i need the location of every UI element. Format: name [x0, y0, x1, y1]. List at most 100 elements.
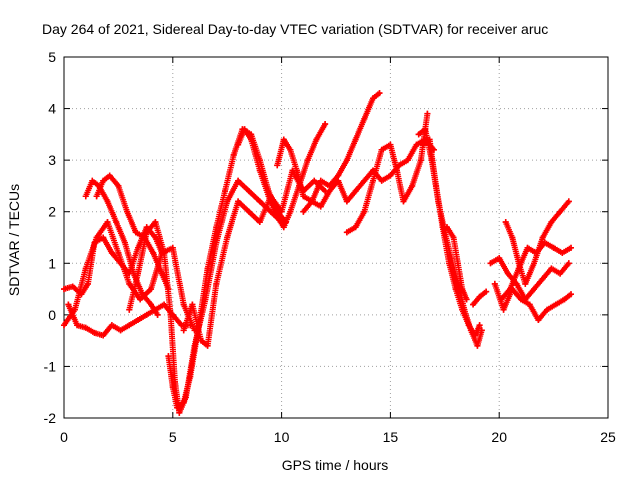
data-point — [326, 188, 333, 195]
data-point — [108, 322, 115, 329]
data-point — [454, 280, 461, 287]
data-point — [169, 384, 176, 391]
data-point — [280, 224, 287, 231]
data-series — [61, 90, 575, 416]
data-point — [396, 162, 403, 169]
data-point — [448, 255, 455, 262]
y-tick-label: -1 — [44, 358, 57, 374]
data-series-14 — [420, 136, 483, 339]
data-point — [424, 110, 431, 117]
data-point — [446, 260, 453, 267]
y-tick-label: -2 — [44, 410, 57, 426]
data-point — [108, 249, 115, 256]
x-tick-label: 0 — [60, 429, 68, 445]
data-point — [524, 244, 531, 251]
data-point — [100, 177, 107, 184]
data-point — [152, 234, 159, 241]
data-series-2 — [61, 219, 198, 334]
data-point — [222, 188, 229, 195]
data-point — [106, 172, 113, 179]
data-point — [235, 141, 242, 148]
grid — [64, 57, 608, 418]
data-point — [256, 167, 263, 174]
data-point — [167, 311, 174, 318]
data-point — [139, 291, 146, 298]
data-point — [134, 270, 141, 277]
data-point — [343, 229, 350, 236]
data-point — [311, 177, 318, 184]
data-point — [531, 260, 538, 267]
data-point — [241, 126, 248, 133]
data-point — [317, 203, 324, 210]
data-point — [137, 296, 144, 303]
data-point — [433, 182, 440, 189]
y-axis-label: SDTVAR / TECUs — [6, 184, 22, 296]
data-point — [509, 234, 516, 241]
data-point — [150, 249, 157, 256]
data-point — [531, 286, 538, 293]
data-point — [93, 193, 100, 200]
data-point — [213, 239, 220, 246]
plot-frame — [63, 56, 609, 419]
data-point — [476, 293, 483, 300]
data-point — [230, 151, 237, 158]
data-point — [541, 239, 548, 246]
data-point — [171, 378, 178, 385]
data-point — [335, 172, 342, 179]
data-point — [198, 337, 205, 344]
data-point — [100, 234, 107, 241]
data-point — [548, 219, 555, 226]
data-point — [300, 193, 307, 200]
data-point — [91, 329, 98, 336]
x-axis-label: GPS time / hours — [282, 457, 389, 473]
data-point — [369, 177, 376, 184]
data-point — [568, 244, 575, 251]
data-point — [526, 301, 533, 308]
x-tick-label: 15 — [383, 429, 399, 445]
data-point — [169, 244, 176, 251]
data-point — [124, 208, 131, 215]
data-point — [335, 177, 342, 184]
data-series-9 — [235, 121, 329, 231]
data-point — [74, 322, 81, 329]
data-series-4 — [93, 172, 172, 293]
data-point — [509, 286, 516, 293]
chart-title: Day 264 of 2021, Sidereal Day-to-day VTE… — [42, 21, 548, 37]
data-point — [548, 265, 555, 272]
data-point — [450, 234, 457, 241]
data-point — [387, 172, 394, 179]
series-markers — [165, 126, 289, 411]
data-series-20 — [502, 198, 572, 287]
data-point — [148, 301, 155, 308]
data-series-13 — [415, 126, 485, 349]
data-point — [322, 121, 329, 128]
data-point — [317, 177, 324, 184]
data-point — [224, 234, 231, 241]
x-tick-label: 20 — [491, 429, 507, 445]
data-point — [565, 198, 572, 205]
data-point — [483, 288, 490, 295]
data-point — [235, 177, 242, 184]
data-point — [134, 244, 141, 251]
data-point — [293, 167, 300, 174]
data-point — [176, 409, 183, 416]
y-tick-label: 4 — [48, 101, 56, 117]
data-point — [496, 255, 503, 262]
data-point — [352, 136, 359, 143]
data-point — [235, 198, 242, 205]
data-point — [152, 219, 159, 226]
data-point — [413, 141, 420, 148]
data-point — [544, 306, 551, 313]
data-point — [522, 280, 529, 287]
data-point — [352, 188, 359, 195]
y-tick-label: 3 — [48, 152, 56, 168]
data-point — [343, 157, 350, 164]
data-point — [415, 131, 422, 138]
series-markers — [61, 219, 198, 334]
data-point — [180, 327, 187, 334]
data-point — [515, 260, 522, 267]
data-point — [161, 301, 168, 308]
x-tick-label: 25 — [600, 429, 616, 445]
data-point — [476, 322, 483, 329]
